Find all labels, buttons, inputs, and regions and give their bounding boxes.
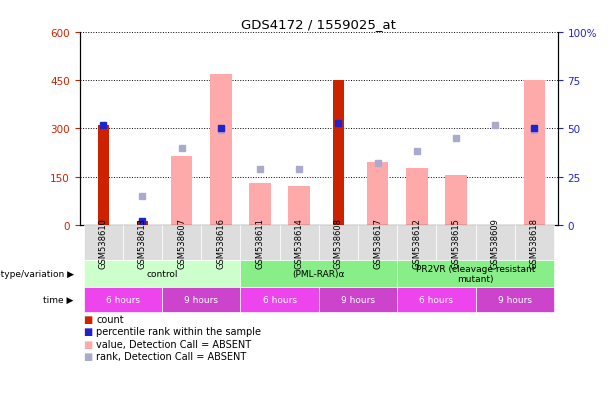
Text: count: count	[96, 314, 124, 324]
Text: GSM538614: GSM538614	[295, 217, 303, 268]
Text: genotype/variation ▶: genotype/variation ▶	[0, 269, 74, 278]
Text: time ▶: time ▶	[43, 295, 74, 304]
Text: 6 hours: 6 hours	[106, 295, 140, 304]
Bar	[445, 176, 466, 225]
Bar	[210, 75, 232, 225]
Text: 6 hours: 6 hours	[419, 295, 454, 304]
Text: GSM538616: GSM538616	[216, 217, 226, 268]
Bar	[171, 156, 192, 225]
Text: control: control	[147, 269, 178, 278]
Text: rank, Detection Call = ABSENT: rank, Detection Call = ABSENT	[96, 351, 246, 361]
Text: GSM538617: GSM538617	[373, 217, 382, 268]
Text: percentile rank within the sample: percentile rank within the sample	[96, 327, 261, 337]
Bar	[524, 81, 545, 225]
Text: PR2VR (cleavage resistant
mutant): PR2VR (cleavage resistant mutant)	[416, 264, 535, 283]
Text: ■: ■	[83, 351, 92, 361]
Bar	[97, 126, 109, 225]
Text: ■: ■	[83, 327, 92, 337]
Text: 6 hours: 6 hours	[262, 295, 297, 304]
Text: GSM538609: GSM538609	[490, 217, 500, 268]
Bar	[333, 81, 344, 225]
Bar	[367, 163, 388, 225]
Text: 9 hours: 9 hours	[341, 295, 375, 304]
Bar	[406, 169, 427, 225]
Text: GSM538615: GSM538615	[451, 217, 460, 268]
Text: ■: ■	[83, 314, 92, 324]
Text: GSM538611: GSM538611	[256, 217, 264, 268]
Text: GSM538608: GSM538608	[334, 217, 343, 268]
Text: GSM538612: GSM538612	[412, 217, 421, 268]
Bar	[288, 187, 310, 225]
Bar	[137, 222, 148, 225]
Text: 9 hours: 9 hours	[498, 295, 531, 304]
Text: 9 hours: 9 hours	[184, 295, 218, 304]
Title: GDS4172 / 1559025_at: GDS4172 / 1559025_at	[242, 17, 396, 31]
Text: value, Detection Call = ABSENT: value, Detection Call = ABSENT	[96, 339, 251, 349]
Text: ■: ■	[83, 339, 92, 349]
Text: (PML-RAR)α: (PML-RAR)α	[292, 269, 345, 278]
Text: GSM538607: GSM538607	[177, 217, 186, 268]
Text: GSM538610: GSM538610	[99, 217, 108, 268]
Text: GSM538613: GSM538613	[138, 217, 147, 268]
Bar	[249, 183, 271, 225]
Text: GSM538618: GSM538618	[530, 217, 539, 268]
